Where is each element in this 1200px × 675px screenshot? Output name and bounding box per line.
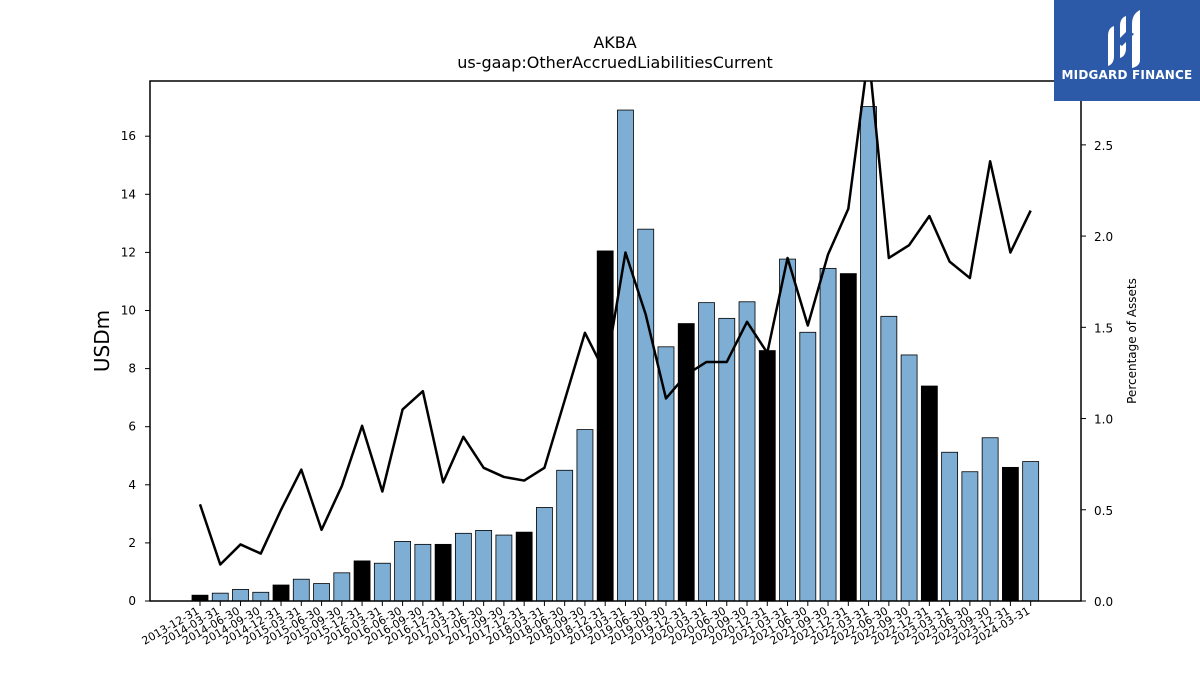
bar-2019-06-30 [637,228,655,602]
bar-2021-09-30 [819,267,837,602]
bar-2013-12-31 [191,594,209,602]
bar-2023-03-31 [941,451,959,602]
bar-2019-12-31 [677,323,695,602]
logo-text: MIDGARD FINANCE [1061,68,1193,82]
bar-2020-09-30 [738,301,756,602]
y2-tick-label: 0.5 [1094,504,1113,518]
midgard-finance-logo: MIDGARD FINANCE [1054,0,1200,101]
bar-2019-03-31 [617,109,634,602]
bar-2023-09-30 [981,437,999,602]
bar-2021-06-30 [799,331,817,602]
bar-2023-06-30 [961,471,979,602]
y-tick-label: 16 [121,129,136,143]
y2-tick-label: 0.0 [1094,595,1113,609]
plot-frame [149,80,1082,602]
bar-2020-12-31 [758,350,776,602]
percentage-of-assets-line [198,81,1032,566]
chart-subtitle: us-gaap:OtherAccruedLiabilitiesCurrent [457,53,773,72]
bar-2015-12-31 [353,560,371,602]
bar-2022-12-31 [920,385,938,602]
line-series [198,81,1032,566]
y-tick-label: 2 [128,536,136,550]
bar-2016-12-31 [434,543,452,602]
y-tick-label: 0 [128,594,136,608]
bar-2019-09-30 [657,346,675,602]
bar-2017-12-31 [515,531,533,602]
y-tick-label: 10 [121,303,136,317]
bar-2015-09-30 [333,572,351,602]
bar-2016-03-31 [373,562,391,602]
bar-2018-12-31 [596,250,614,602]
bar-2022-06-30 [880,315,898,602]
y-tick-label: 14 [121,187,136,201]
y-tick-label: 4 [128,478,136,492]
bar-2018-09-30 [576,429,594,602]
bar-2018-06-30 [556,469,574,602]
y-tick-label: 6 [128,420,136,434]
bar-2022-03-31 [860,106,877,602]
chart-title: AKBA [593,33,636,52]
bar-2020-03-31 [698,302,715,602]
bar-2024-03-31 [1022,461,1040,602]
y2-axis-label: Percentage of Assets [1125,278,1139,404]
y2-tick-label: 2.5 [1094,139,1113,153]
y-axis-left: 0 2 4 6 8 10 12 14 16 [121,129,150,608]
bar-2021-12-31 [839,273,857,602]
y2-tick-label: 1.5 [1094,321,1113,335]
y-tick-label: 8 [128,362,136,376]
x-axis: 2013-12-312014-03-312014-06-302014-09-30… [140,601,1032,648]
y2-tick-label: 2.0 [1094,230,1113,244]
bar-2016-09-30 [414,543,432,602]
bar-2017-03-31 [454,532,472,602]
bar-2017-06-30 [475,530,493,602]
logo-mark-icon [1108,10,1140,68]
bar-2021-03-31 [779,258,796,602]
bar-2014-09-30 [252,591,270,602]
bar-2022-09-30 [900,354,918,602]
bar-2018-03-31 [536,507,553,602]
bar-2015-06-30 [313,583,330,602]
bar-2017-09-30 [495,534,513,602]
y-tick-label: 12 [121,245,136,259]
y2-tick-label: 1.0 [1094,413,1113,427]
bar-2023-12-31 [1002,466,1019,602]
bar-2014-12-31 [272,584,290,602]
bar-2014-03-31 [211,592,229,602]
y-axis-right: 0.0 0.5 1.0 1.5 2.0 2.5 [1081,139,1113,609]
y-axis-label: USDm [90,310,114,372]
bar-series [191,106,1040,602]
bar-2014-06-30 [232,588,249,602]
bar-2015-03-31 [292,578,310,602]
bar-2016-06-30 [394,541,412,602]
